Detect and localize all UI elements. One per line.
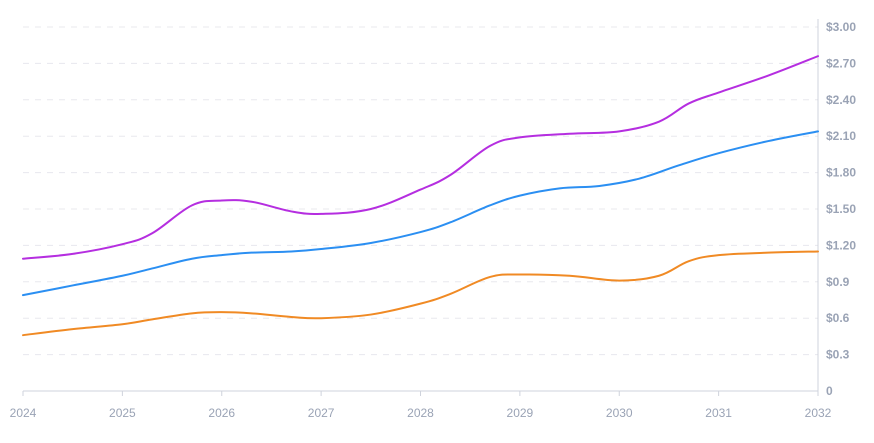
grid-lines [23, 26, 818, 356]
y-tick-label: $2.70 [826, 56, 856, 70]
axes [22, 19, 819, 396]
x-tick-label: 2024 [10, 406, 37, 420]
y-tick-label: $0.6 [826, 311, 850, 325]
y-tick-label: $0.3 [826, 348, 850, 362]
y-tick-label: $3.00 [826, 20, 856, 34]
x-tick-label: 2028 [407, 406, 434, 420]
y-tick-label: $1.50 [826, 202, 856, 216]
y-tick-label: $1.20 [826, 238, 856, 252]
series-line-3 [22, 250, 819, 337]
tick-labels: 0 $0.3 $0.6 $0.9 $1.20 $1.50 $1.80 $2.10 $2.40 $2… [10, 20, 857, 420]
y-tick-label: 0 [826, 384, 833, 398]
series-line-2 [22, 130, 819, 297]
series-line-1 [22, 55, 819, 260]
series-lines [22, 55, 819, 337]
x-tick-label: 2026 [208, 406, 235, 420]
y-tick-label: $0.9 [826, 275, 850, 289]
x-tick-label: 2029 [507, 406, 534, 420]
y-tick-label: $2.40 [826, 93, 856, 107]
y-tick-label: $2.10 [826, 129, 856, 143]
x-tick-label: 2031 [705, 406, 732, 420]
x-tick-label: 2025 [109, 406, 136, 420]
x-tick-label: 2032 [805, 406, 832, 420]
x-tick-label: 2027 [308, 406, 335, 420]
x-tick-label: 2030 [606, 406, 633, 420]
y-tick-label: $1.80 [826, 166, 856, 180]
